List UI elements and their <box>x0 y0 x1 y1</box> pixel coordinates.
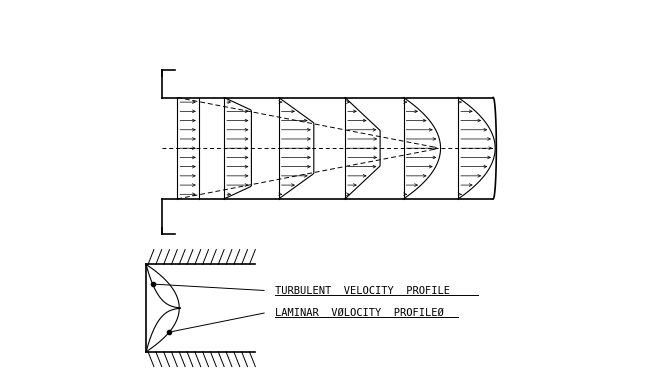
Text: TURBULENT  VELOCITY  PROFILE: TURBULENT VELOCITY PROFILE <box>275 285 450 296</box>
Text: LAMINAR  VØLOCITY  PROFILEØ: LAMINAR VØLOCITY PROFILEØ <box>275 307 443 317</box>
